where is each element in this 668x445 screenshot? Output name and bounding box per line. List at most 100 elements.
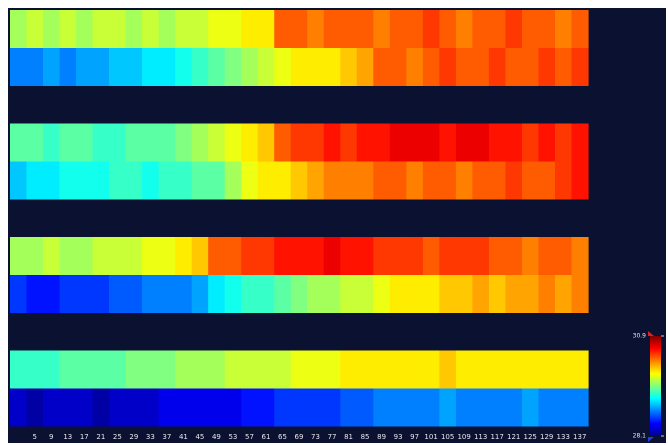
heat-cell <box>274 161 292 200</box>
heat-cell <box>76 10 94 48</box>
heat-cell <box>142 161 160 200</box>
heat-cell <box>373 123 391 162</box>
x-tick-label: 133 <box>557 433 570 441</box>
heat-cell <box>307 237 325 275</box>
heat-cell <box>274 48 292 86</box>
heat-cell <box>10 48 28 86</box>
x-tick-label: 13 <box>63 433 72 441</box>
heat-cell <box>10 161 28 200</box>
heat-cell <box>538 123 556 162</box>
heat-cell <box>554 123 573 162</box>
heat-cell <box>373 10 391 48</box>
heat-cell <box>488 123 507 162</box>
x-tick-label: 109 <box>457 433 470 441</box>
heat-cell <box>10 388 28 427</box>
heat-cell <box>488 237 507 275</box>
heat-cell <box>538 275 556 313</box>
heat-cell <box>109 123 127 162</box>
heat-cell <box>340 350 358 389</box>
heat-cell <box>406 161 424 200</box>
heat-cell <box>92 275 110 313</box>
heat-cell <box>10 275 28 313</box>
heat-cell <box>455 161 473 200</box>
x-tick-label: 89 <box>377 433 386 441</box>
heat-cell <box>125 350 143 389</box>
heat-cell <box>373 350 391 389</box>
heat-cell <box>257 48 275 86</box>
heat-cell <box>472 10 490 48</box>
heat-cell <box>356 10 374 48</box>
heat-cell <box>257 350 275 389</box>
heat-cell <box>406 275 424 313</box>
heat-cell <box>356 350 374 389</box>
heat-cell <box>307 48 325 86</box>
heat-cell <box>158 48 176 86</box>
heat-cell <box>571 275 589 313</box>
heat-cell <box>191 237 209 275</box>
heat-cell <box>439 48 457 86</box>
heat-cell <box>323 10 341 48</box>
heat-cell <box>191 10 209 48</box>
heat-cell <box>43 388 61 427</box>
heat-cell <box>125 388 143 427</box>
heat-cell <box>224 275 242 313</box>
heat-cell <box>142 237 160 275</box>
heat-cell <box>307 388 325 427</box>
heat-cell <box>142 350 160 389</box>
heat-cell <box>472 123 490 162</box>
heat-cell <box>208 161 226 200</box>
heat-cell <box>472 388 490 427</box>
heat-cell <box>521 48 540 86</box>
heat-cell <box>76 350 94 389</box>
heat-cell <box>488 275 507 313</box>
heat-cell <box>92 237 110 275</box>
heat-cell <box>538 48 556 86</box>
heat-cell <box>26 388 44 427</box>
heat-cell <box>142 10 160 48</box>
heat-cell <box>521 161 540 200</box>
x-tick-label: 49 <box>212 433 221 441</box>
x-tick-label: 73 <box>311 433 320 441</box>
heat-cell <box>175 10 193 48</box>
heat-cell <box>43 123 61 162</box>
heat-cell <box>538 350 556 389</box>
heat-cell <box>208 350 226 389</box>
heat-cell <box>158 10 176 48</box>
heat-cell <box>10 123 28 162</box>
colorbar-marker <box>648 437 654 442</box>
heat-cell <box>76 48 94 86</box>
x-tick-label: 21 <box>96 433 105 441</box>
heat-cell <box>43 10 61 48</box>
heat-cell <box>439 388 457 427</box>
heat-cell <box>109 48 127 86</box>
heat-cell <box>92 350 110 389</box>
heat-cell <box>274 350 292 389</box>
heat-cell <box>571 123 589 162</box>
heat-cell <box>125 123 143 162</box>
heat-cell <box>175 350 193 389</box>
heat-cell <box>521 237 540 275</box>
x-tick-label: 25 <box>113 433 122 441</box>
heat-cell <box>43 48 61 86</box>
heat-cell <box>175 123 193 162</box>
heat-cell <box>191 388 209 427</box>
heat-cell <box>257 123 275 162</box>
heat-cell <box>439 350 457 389</box>
heat-cell <box>26 350 44 389</box>
heat-cell <box>554 275 573 313</box>
heat-cell <box>191 123 209 162</box>
heat-cell <box>175 388 193 427</box>
heat-cell <box>26 48 44 86</box>
heat-cell <box>290 388 308 427</box>
heat-cell <box>472 48 490 86</box>
colorbar-tick-label: 30.9 <box>633 333 647 340</box>
heat-cell <box>224 350 242 389</box>
heat-cell <box>10 10 28 48</box>
heat-cell <box>323 237 341 275</box>
heat-cell <box>554 237 573 275</box>
heat-cell <box>10 350 28 389</box>
heat-cell <box>158 388 176 427</box>
heat-cell <box>76 275 94 313</box>
heat-cell <box>241 350 259 389</box>
heat-cell <box>142 275 160 313</box>
